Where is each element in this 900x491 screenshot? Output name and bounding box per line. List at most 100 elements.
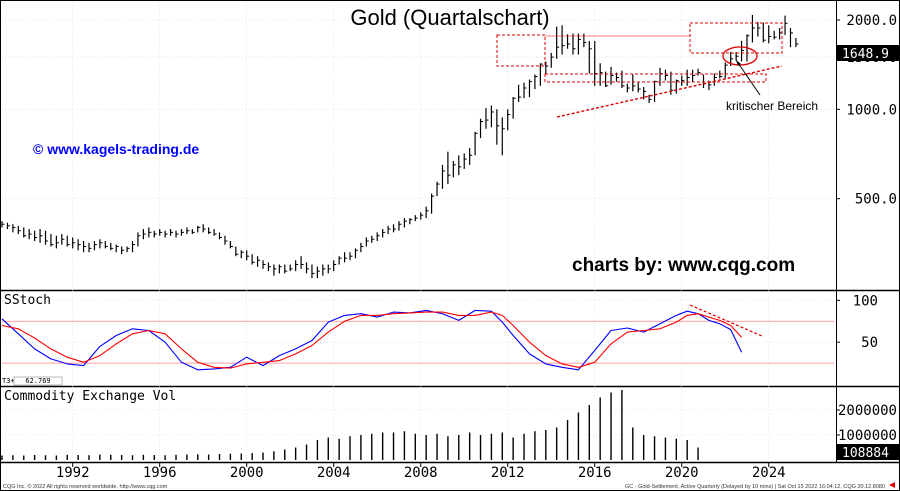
price-bar (556, 26, 560, 59)
price-bar (229, 241, 233, 249)
price-bar (256, 256, 261, 267)
price-bar (202, 224, 206, 233)
volume-bars (1, 390, 699, 460)
price-bar (387, 225, 391, 235)
price-bar (632, 74, 636, 92)
price-bar (338, 256, 342, 265)
price-bar (534, 74, 538, 90)
price-bar (240, 250, 244, 259)
price-bar (518, 84, 522, 102)
x-tick-label: 1996 (143, 465, 177, 481)
price-bar (452, 160, 456, 178)
price-bars (1, 14, 799, 279)
price-bar (637, 82, 641, 93)
stoch-d-line (1, 311, 743, 369)
price-bar (425, 206, 429, 219)
annotation-uptrend-line (556, 65, 783, 118)
price-bar (66, 235, 70, 247)
x-tick-label: 2016 (578, 465, 612, 481)
price-bar (159, 229, 163, 236)
annotation-label: kritischer Bereich (726, 99, 818, 113)
price-bar (12, 224, 16, 233)
last-price-label: 1648.9 (842, 47, 889, 62)
price-bar (115, 244, 119, 253)
price-bar (648, 94, 652, 104)
volume-y-tick-label: 2000000 (838, 403, 897, 419)
stoch-y-axis: 100 50 (836, 293, 878, 351)
price-bar (208, 227, 212, 235)
price-bar (316, 266, 320, 279)
price-bar (371, 235, 375, 243)
volume-last-box (837, 444, 899, 460)
price-bar (528, 79, 532, 98)
price-bar (235, 246, 239, 257)
price-bar (333, 260, 337, 272)
price-bar (496, 109, 500, 145)
price-bar (577, 33, 581, 55)
stoch-corner-label: T3+ (2, 377, 15, 385)
price-bar (61, 234, 65, 245)
price-bar (28, 229, 32, 240)
price-bar (126, 246, 130, 253)
price-y-tick-label: 2000.0 (846, 13, 897, 29)
price-bar (110, 242, 114, 251)
price-bar (724, 62, 728, 79)
price-bar (376, 232, 380, 242)
price-bar (789, 27, 793, 48)
stoch-trend-line (689, 304, 763, 337)
price-bar (436, 181, 440, 197)
gridlines (2, 2, 834, 460)
price-bar (273, 264, 277, 276)
price-bar (251, 254, 255, 265)
price-bar (403, 218, 407, 228)
price-bar (507, 109, 511, 131)
price-bar (72, 237, 76, 249)
price-bar (490, 105, 494, 128)
scroll-left-arrow-icon[interactable] (889, 482, 895, 488)
price-bar (142, 229, 146, 240)
price-bar (343, 252, 348, 263)
price-bar (441, 164, 445, 189)
price-bar (153, 230, 157, 238)
price-bar (197, 225, 201, 233)
price-bar (697, 68, 701, 76)
price-bar (463, 153, 467, 169)
price-bar (523, 82, 527, 99)
volume-y-tick-label: 1000000 (838, 428, 897, 444)
x-tick-label: 2004 (317, 465, 351, 481)
price-bar (762, 22, 766, 43)
price-bar (501, 117, 505, 156)
watermark-text: charts by: www.cqg.com (572, 255, 795, 276)
price-bar (1, 221, 5, 228)
copyright-text: © www.kagels-trading.de (33, 141, 199, 157)
stoch-title: SStoch (4, 293, 51, 308)
price-bar (121, 246, 125, 255)
price-bar (218, 232, 223, 240)
annotation-pointer-head (736, 60, 741, 66)
x-tick-label: 1992 (56, 465, 90, 481)
x-axis: 1992 1996 2000 2004 2008 2012 2016 2020 2024 (56, 462, 786, 481)
price-bar (104, 241, 108, 249)
price-bar (751, 14, 755, 43)
stoch-k-line (1, 309, 743, 371)
price-bar (686, 69, 690, 86)
price-bar (246, 250, 250, 261)
price-bar (349, 252, 353, 261)
stoch-lines (1, 309, 743, 371)
price-bar (414, 215, 418, 222)
chart-title: Gold (Quartalschart) (350, 5, 549, 30)
price-bar (6, 222, 10, 230)
price-bar (398, 221, 402, 231)
price-bar (327, 264, 331, 274)
price-bar (539, 63, 543, 86)
price-y-tick-label: 500.0 (855, 192, 897, 208)
price-bar (354, 248, 358, 259)
price-bar (681, 75, 685, 86)
annotation-box-range (544, 73, 767, 83)
price-bar (295, 260, 299, 272)
price-bar (99, 239, 103, 249)
x-tick-label: 2024 (752, 465, 786, 481)
price-bar (267, 262, 271, 272)
price-bar (17, 225, 21, 235)
price-bar (545, 61, 549, 74)
